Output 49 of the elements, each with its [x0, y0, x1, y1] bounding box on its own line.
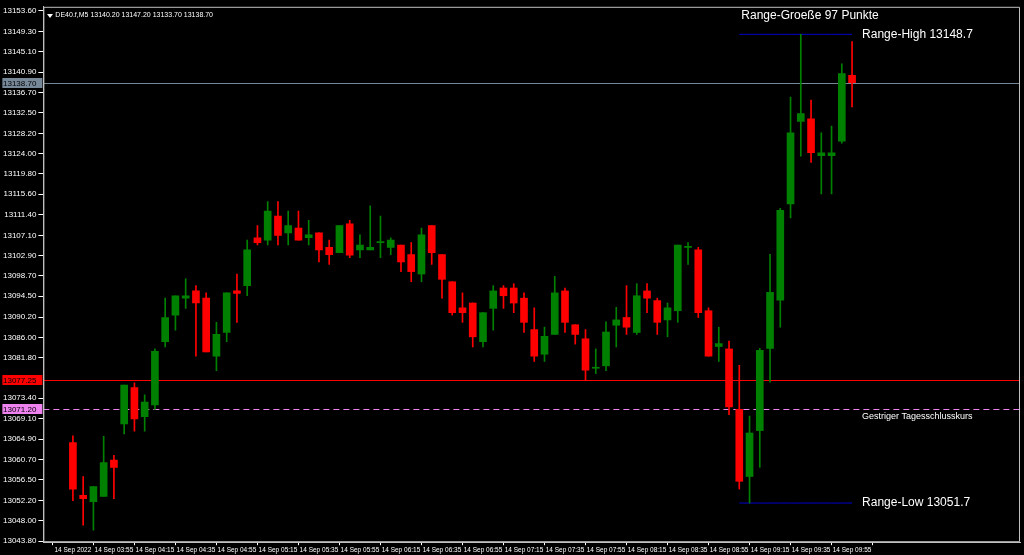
candlestick: [110, 454, 118, 500]
candlestick: [79, 476, 87, 526]
y-tick-label: 13098.70: [2, 271, 37, 281]
candlestick: [356, 234, 364, 258]
y-tick-label: 13060.70: [2, 454, 37, 464]
y-tick-label: 13086.00: [2, 332, 37, 342]
y-tick-label: 13107.10: [2, 230, 37, 240]
y-tick-label: 13119.80: [3, 169, 37, 179]
candlestick: [817, 132, 826, 195]
candlestick: [233, 273, 241, 323]
y-tick-label: 13052.20: [2, 495, 37, 505]
y-tick-label: 13111.40: [4, 209, 37, 219]
annotation: Range-Groeße 97 Punkte: [741, 8, 880, 23]
y-tick-label: 13153.60: [2, 5, 37, 15]
candlestick: [591, 348, 600, 374]
ref-line-label: 13077.25: [2, 375, 37, 385]
candlestick: [284, 210, 293, 246]
candlestick: [684, 242, 692, 265]
candlestick: [796, 34, 805, 157]
y-tick-label: 13094.50: [2, 291, 37, 301]
candlestick: [714, 326, 723, 362]
ref-line-label: 13138.70: [2, 78, 37, 88]
y-tick-label: 13124.00: [2, 148, 37, 158]
y-tick-label: 13081.80: [2, 352, 37, 362]
candlestick: [366, 205, 375, 251]
y-tick-label: 13145.10: [2, 46, 37, 56]
y-tick-label: 13115.60: [3, 189, 37, 199]
candlestick: [612, 307, 621, 348]
candlestick: [181, 278, 190, 309]
y-tick-label: 13064.90: [2, 434, 37, 444]
y-tick-label: 13140.90: [2, 67, 37, 77]
y-tick-label: 13043.80: [2, 536, 37, 546]
series-label: Range-High 13148.7: [862, 26, 974, 41]
y-tick-label: 13090.20: [2, 312, 37, 322]
y-tick-label: 13136.70: [2, 87, 37, 97]
y-tick-label: 13149.30: [2, 26, 37, 36]
series-label: Range-Low 13051.7: [862, 495, 971, 510]
candlestick: [643, 283, 651, 313]
ref-line-label: 13071.20: [2, 404, 37, 414]
y-tick-label: 13132.50: [2, 107, 37, 117]
y-tick-label: 13102.90: [2, 250, 37, 260]
annotation: Gestriger Tagesschlusskurs: [862, 410, 973, 421]
candlestick: [848, 41, 856, 108]
y-tick-label: 13073.40: [2, 393, 37, 403]
y-tick-label: 13048.00: [2, 516, 37, 526]
y-tick-label: 13069.10: [2, 414, 37, 424]
y-tick-label: 13128.20: [2, 128, 37, 138]
y-tick-label: 13056.50: [2, 475, 37, 485]
candlestick: [192, 285, 200, 357]
